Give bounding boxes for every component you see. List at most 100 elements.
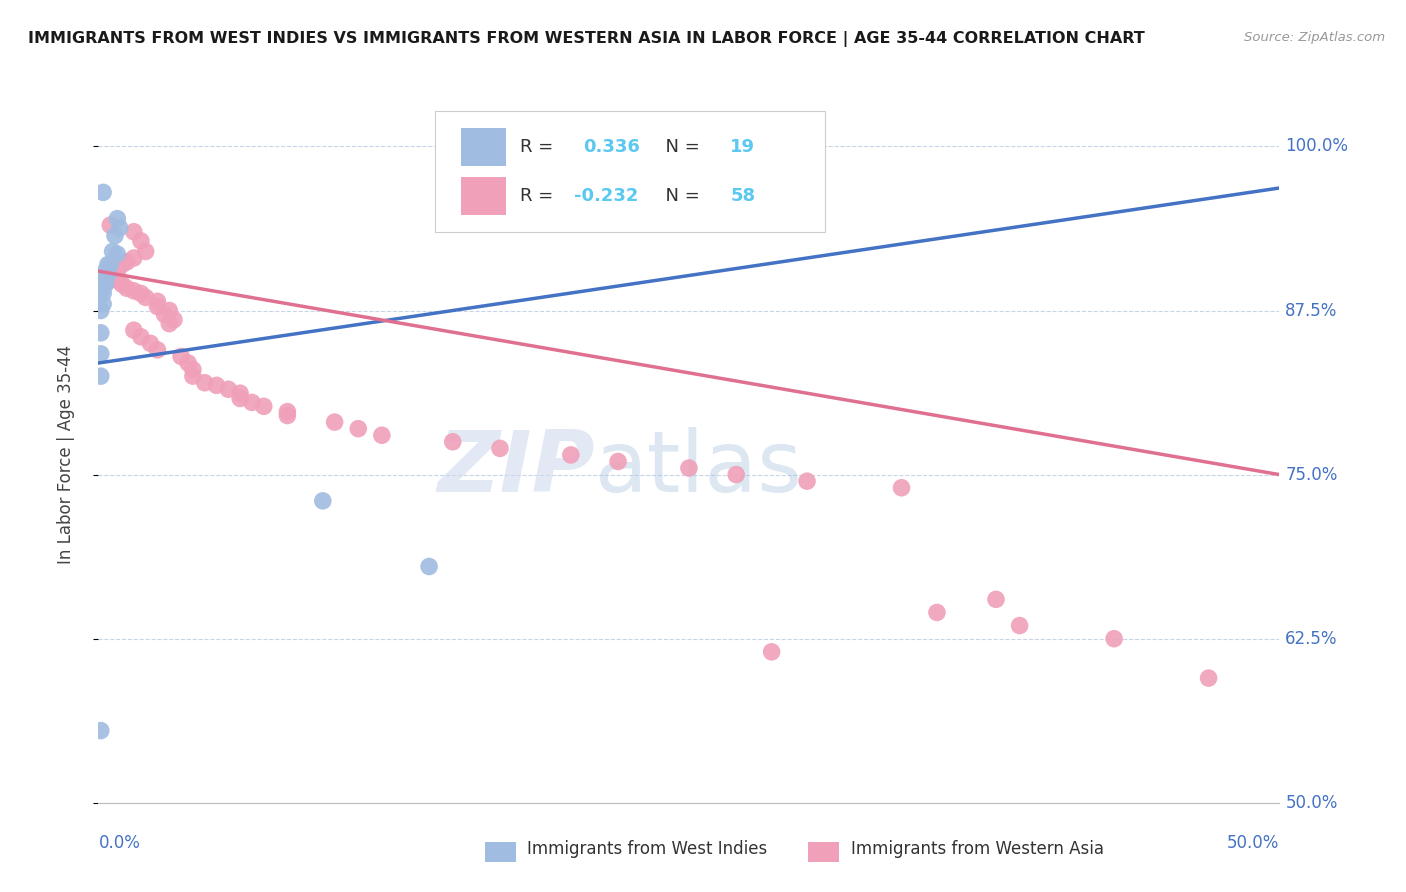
Point [441, 434, 464, 449]
Point [91, 286, 114, 301]
Point [90, 347, 112, 361]
Point [678, 461, 700, 475]
Point [129, 286, 152, 301]
Point [323, 415, 346, 429]
Point [796, 474, 818, 488]
Point [135, 290, 157, 304]
Y-axis label: In Labor Force | Age 35-44: In Labor Force | Age 35-44 [56, 345, 75, 565]
Point [91, 297, 114, 311]
Point [489, 442, 512, 456]
Text: 87.5%: 87.5% [1285, 301, 1337, 319]
FancyBboxPatch shape [434, 111, 825, 232]
Point [418, 559, 440, 574]
Text: 62.5%: 62.5% [1285, 630, 1339, 648]
Point [122, 225, 145, 239]
Text: ZIP: ZIP [437, 427, 595, 510]
Point [276, 404, 298, 418]
Point [229, 386, 252, 401]
Text: 19: 19 [730, 137, 755, 156]
Point [276, 409, 298, 423]
Text: atlas: atlas [595, 427, 803, 510]
Point [725, 467, 748, 482]
Point [101, 244, 124, 259]
Text: R =: R = [520, 137, 565, 156]
Point [761, 645, 783, 659]
Point [560, 448, 582, 462]
Point [1198, 671, 1220, 685]
Text: N =: N = [654, 187, 704, 205]
Point [101, 268, 124, 282]
Point [153, 308, 176, 322]
Point [122, 323, 145, 337]
Point [115, 281, 138, 295]
Point [177, 356, 200, 370]
Point [157, 303, 180, 318]
Point [181, 369, 204, 384]
Point [98, 258, 121, 272]
Point [146, 343, 169, 357]
Point [94, 270, 117, 285]
Point [157, 317, 180, 331]
Point [194, 376, 217, 390]
Point [347, 422, 370, 436]
Text: IMMIGRANTS FROM WEST INDIES VS IMMIGRANTS FROM WESTERN ASIA IN LABOR FORCE | AGE: IMMIGRANTS FROM WEST INDIES VS IMMIGRANT… [28, 31, 1144, 47]
Point [98, 218, 121, 232]
Text: 0.0%: 0.0% [98, 834, 141, 852]
Text: 58: 58 [730, 187, 755, 205]
Point [163, 312, 186, 326]
Point [240, 395, 263, 409]
Point [97, 268, 120, 282]
Point [229, 392, 252, 406]
Point [91, 186, 114, 200]
Point [129, 234, 152, 248]
Text: N =: N = [654, 137, 704, 156]
Point [104, 228, 127, 243]
FancyBboxPatch shape [461, 128, 506, 166]
Point [1008, 618, 1031, 632]
Text: 75.0%: 75.0% [1285, 466, 1337, 483]
Text: Immigrants from Western Asia: Immigrants from Western Asia [851, 840, 1104, 858]
Point [90, 303, 112, 318]
Point [205, 378, 228, 392]
Point [371, 428, 394, 442]
Point [94, 277, 117, 292]
Point [135, 244, 157, 259]
Point [90, 326, 112, 340]
Point [129, 330, 152, 344]
Text: 50.0%: 50.0% [1227, 834, 1279, 852]
Point [90, 723, 112, 738]
Point [607, 454, 630, 468]
Point [122, 284, 145, 298]
Point [122, 251, 145, 265]
Text: 100.0%: 100.0% [1285, 137, 1348, 155]
Point [181, 362, 204, 376]
Point [312, 494, 335, 508]
Point [101, 270, 124, 285]
Text: R =: R = [520, 187, 560, 205]
Point [91, 273, 114, 287]
Point [170, 350, 193, 364]
Point [217, 382, 239, 396]
Point [111, 277, 134, 292]
Point [105, 247, 128, 261]
Point [984, 592, 1007, 607]
Text: 50.0%: 50.0% [1285, 794, 1337, 812]
Point [146, 294, 169, 309]
Point [105, 260, 128, 275]
Text: Immigrants from West Indies: Immigrants from West Indies [527, 840, 768, 858]
Point [925, 606, 948, 620]
Point [94, 264, 117, 278]
Text: -0.232: -0.232 [575, 187, 638, 205]
Point [111, 258, 134, 272]
Point [90, 369, 112, 384]
Point [115, 255, 138, 269]
Point [1102, 632, 1125, 646]
Text: 0.336: 0.336 [582, 137, 640, 156]
Point [890, 481, 912, 495]
Point [108, 220, 131, 235]
Text: Source: ZipAtlas.com: Source: ZipAtlas.com [1244, 31, 1385, 45]
FancyBboxPatch shape [461, 177, 506, 215]
Point [139, 336, 162, 351]
Point [105, 264, 128, 278]
Point [91, 281, 114, 295]
